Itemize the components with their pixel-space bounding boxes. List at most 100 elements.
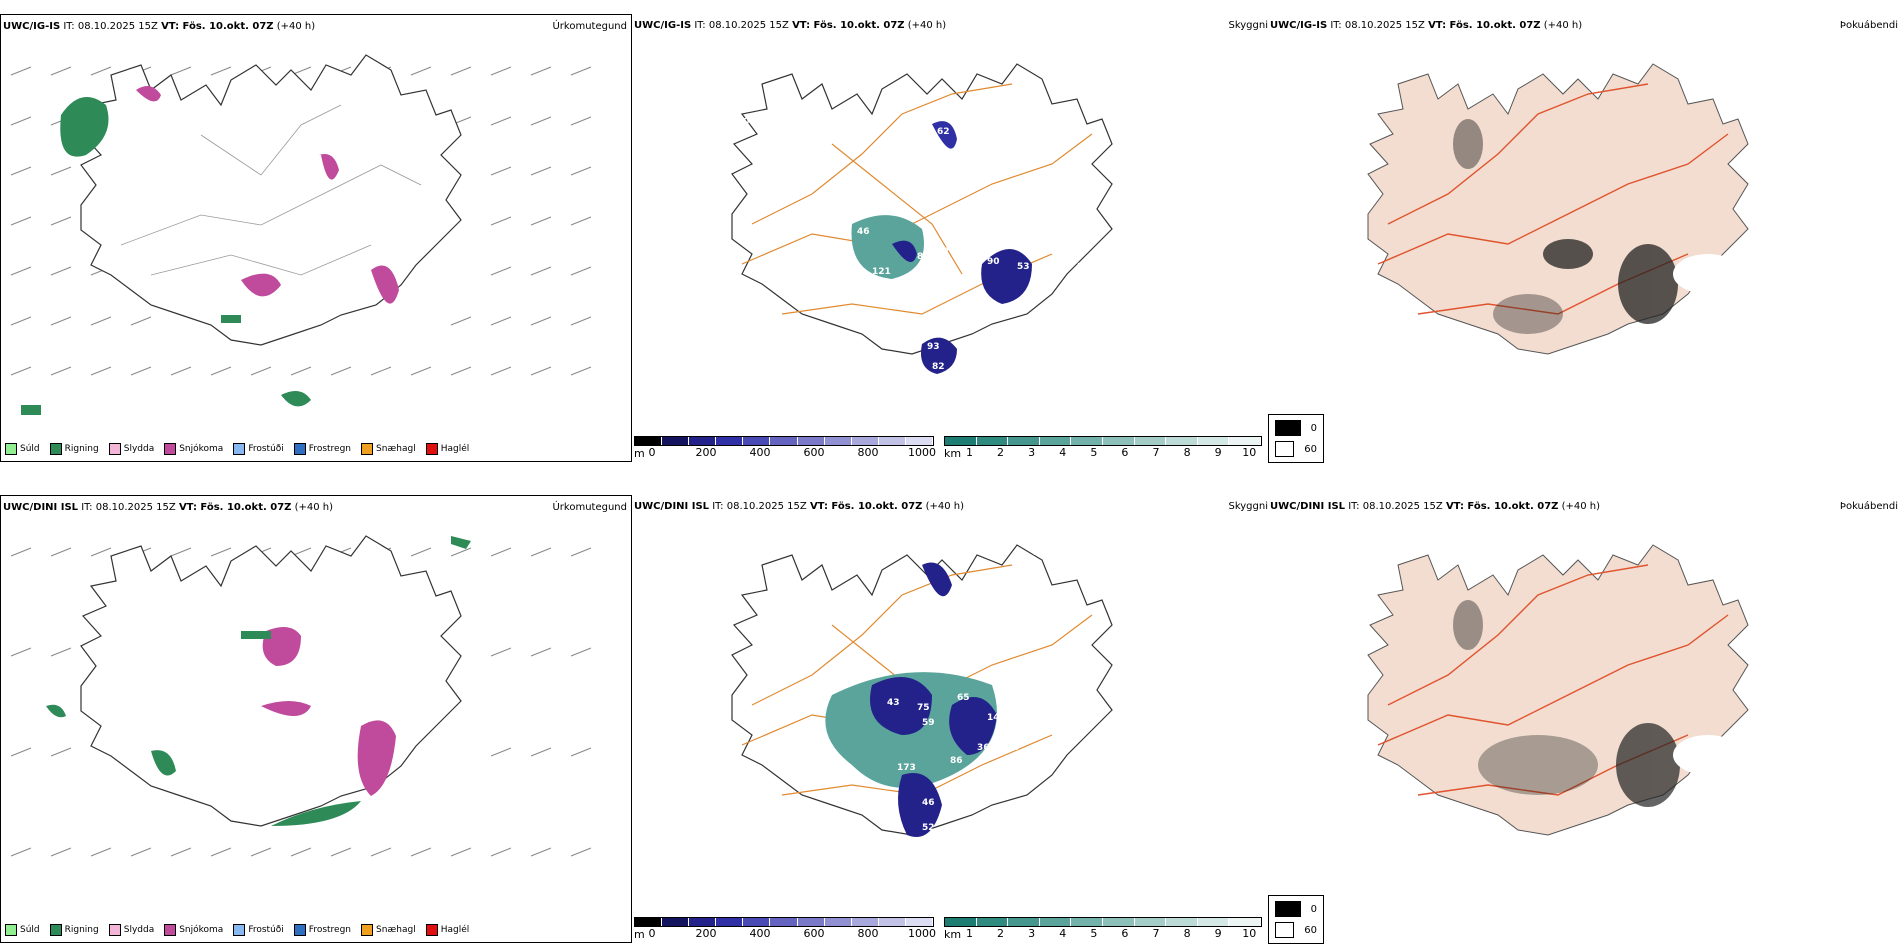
- colorbar-segment: [689, 918, 717, 926]
- legend-item: Haglél: [425, 924, 469, 936]
- colorbar-segment: [1071, 918, 1103, 926]
- colorbar-segment: [905, 437, 934, 445]
- colorbar-segment: [662, 918, 690, 926]
- colorbar-tick: 200: [695, 927, 717, 940]
- colorbar-segment: [797, 918, 825, 926]
- cloud-base-value: 258: [950, 784, 969, 794]
- cloud-base-value: 41: [922, 382, 935, 392]
- colorbar-segment: [716, 437, 744, 445]
- colorbar-tick: 400: [749, 446, 771, 459]
- legend-item: Slydda: [108, 443, 154, 455]
- legend-label: Súld: [20, 444, 40, 454]
- fog-legend-bottom: 0 60: [1268, 895, 1324, 944]
- colorbar-segment: [1039, 437, 1072, 445]
- cloud-base-value: 67: [937, 247, 950, 257]
- colorbar-segment: [824, 918, 852, 926]
- cloud-base-value: 119: [962, 653, 981, 663]
- cloud-base-value: 38: [917, 848, 930, 858]
- cloud-base-areas: [851, 121, 1032, 374]
- panel-title: UWC/IG-IS IT: 08.10.2025 15Z VT: Fös. 10…: [3, 21, 316, 32]
- cloud-base-value: 43: [887, 698, 900, 708]
- colorbar-tick: 10: [1242, 927, 1257, 940]
- legend-label: Snæhagl: [376, 925, 416, 935]
- colorbar-tick: 6: [1121, 446, 1129, 459]
- cloud-base-value: 44: [962, 382, 975, 392]
- precip-map: [10, 535, 592, 857]
- colorbar-segment: [770, 437, 798, 445]
- cloud-base-value: 173: [897, 763, 916, 773]
- colorbar-segment: [976, 918, 1009, 926]
- colorbar-segment: [1102, 437, 1135, 445]
- legend-item: Snæhagl: [361, 443, 416, 455]
- colorbar-tick: 10: [1242, 446, 1257, 459]
- visibility-label: Skyggni: [1228, 501, 1268, 512]
- colorbar-segment: [1166, 437, 1198, 445]
- fog-index-label: Þokuábendi: [1839, 20, 1898, 31]
- cloud-base-value: 59: [922, 718, 935, 728]
- cloud-base-value: 46: [857, 227, 870, 237]
- legend-label: Snjókoma: [179, 925, 224, 935]
- cloud-base-value: 18: [737, 87, 750, 97]
- legend-label: Frostúði: [248, 444, 284, 454]
- colorbar-segment: [635, 437, 663, 445]
- legend-label: Frostregn: [308, 925, 352, 935]
- colorbar-tick: 2: [997, 927, 1005, 940]
- panel-title: UWC/IG-IS IT: 08.10.2025 15Z VT: Fös. 10…: [1270, 20, 1583, 31]
- colorbar-segment: [743, 918, 771, 926]
- precip-areas: [21, 86, 399, 415]
- cloud-base-value: 149: [987, 713, 1006, 723]
- fog-index-map: [1367, 63, 1749, 355]
- fog-legend-top: 0 60: [1268, 414, 1324, 463]
- colorbar-segment: [770, 918, 798, 926]
- legend-swatch: [49, 924, 62, 936]
- colorbar-tick: 7: [1152, 446, 1160, 459]
- precip-map: [10, 54, 592, 415]
- legend-item: Snæhagl: [361, 924, 416, 936]
- colorbar-tick: 0: [648, 927, 656, 940]
- colorbar-tick: 8: [1183, 446, 1191, 459]
- legend-item: Súld: [5, 924, 40, 936]
- colorbar-tick: 5: [1090, 927, 1098, 940]
- colorbar-tick: 9: [1214, 446, 1222, 459]
- cloud-base-panel-bottom: UWC/DINI ISL IT: 08.10.2025 15Z VT: Fös.…: [632, 495, 1268, 943]
- colorbar-tick: 3: [1028, 446, 1036, 459]
- colorbar-tick: 4: [1059, 927, 1067, 940]
- legend-item: Snjókoma: [164, 924, 223, 936]
- legend-item: Rigning: [49, 443, 99, 455]
- colorbar-tick: 2: [997, 446, 1005, 459]
- fog-index-map: [1367, 544, 1749, 836]
- legend-swatch: [425, 443, 438, 455]
- cloud-base-value: 69: [1032, 548, 1045, 558]
- colorbar-segment: [1134, 437, 1167, 445]
- colorbar-tick: 8: [1183, 927, 1191, 940]
- legend-swatch: [233, 443, 246, 455]
- legend-label: Frostregn: [308, 444, 352, 454]
- visibility-label: Skyggni: [1228, 20, 1268, 31]
- colorbar-tick: 4: [1059, 446, 1067, 459]
- colorbar-tick: 3: [1028, 927, 1036, 940]
- legend-swatch: [5, 924, 17, 936]
- colorbar-tick: 800: [857, 446, 879, 459]
- cloud-base-value: 93: [927, 342, 940, 352]
- legend-item: Slydda: [108, 924, 154, 936]
- cloud-base-value: 75: [932, 267, 945, 277]
- colorbar-segment: [905, 918, 934, 926]
- colorbar-segment: [1008, 918, 1040, 926]
- cloud-base-value: 52: [922, 823, 935, 833]
- cloud-base-value: 369: [977, 743, 996, 753]
- cloud-base-value: 53: [1017, 262, 1030, 272]
- colorbar-tick: 1: [965, 927, 973, 940]
- legend-swatch: [164, 924, 177, 936]
- cloud-base-colorbar-bottom: 0 200 400 600 800 1000 m: [634, 917, 936, 941]
- precip-type-label: Úrkomutegund: [552, 21, 627, 32]
- colorbar-tick: 7: [1152, 927, 1160, 940]
- legend-item: Rigning: [49, 924, 99, 936]
- colorbar-tick: 0: [648, 446, 656, 459]
- colorbar-segment: [797, 437, 825, 445]
- cloud-base-value: 121: [872, 267, 891, 277]
- colorbar-segment: [635, 918, 663, 926]
- cloud-base-panel-top: UWC/IG-IS IT: 08.10.2025 15Z VT: Fös. 10…: [632, 14, 1268, 462]
- colorbar-segment: [716, 918, 744, 926]
- colorbar-segment: [945, 437, 977, 445]
- colorbar-tick: 200: [695, 446, 717, 459]
